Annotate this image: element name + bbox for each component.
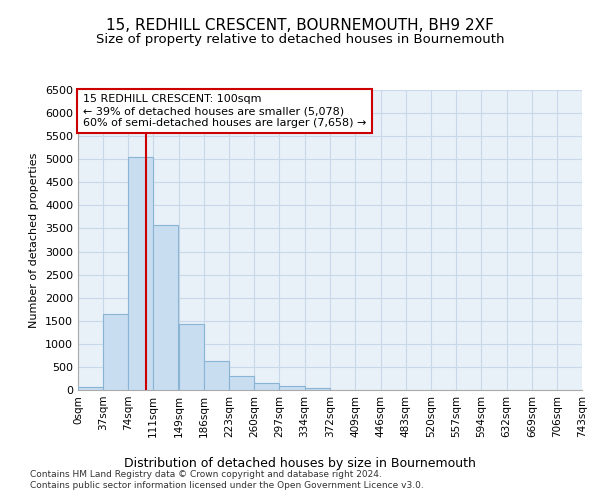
Y-axis label: Number of detached properties: Number of detached properties [29, 152, 40, 328]
Bar [103, 314, 128, 390]
Text: Distribution of detached houses by size in Bournemouth: Distribution of detached houses by size … [124, 458, 476, 470]
Text: 15, REDHILL CRESCENT, BOURNEMOUTH, BH9 2XF: 15, REDHILL CRESCENT, BOURNEMOUTH, BH9 2… [106, 18, 494, 32]
Text: Size of property relative to detached houses in Bournemouth: Size of property relative to detached ho… [96, 32, 504, 46]
Bar [204, 362, 229, 390]
Bar [305, 388, 329, 390]
Bar [153, 225, 178, 390]
Bar [128, 157, 153, 390]
Bar [254, 383, 280, 390]
Bar [229, 376, 254, 390]
Text: Contains HM Land Registry data © Crown copyright and database right 2024.: Contains HM Land Registry data © Crown c… [30, 470, 382, 479]
Text: Contains public sector information licensed under the Open Government Licence v3: Contains public sector information licen… [30, 481, 424, 490]
Bar [78, 386, 103, 390]
Bar [179, 324, 204, 390]
Text: 15 REDHILL CRESCENT: 100sqm
← 39% of detached houses are smaller (5,078)
60% of : 15 REDHILL CRESCENT: 100sqm ← 39% of det… [83, 94, 367, 128]
Bar [280, 386, 305, 390]
